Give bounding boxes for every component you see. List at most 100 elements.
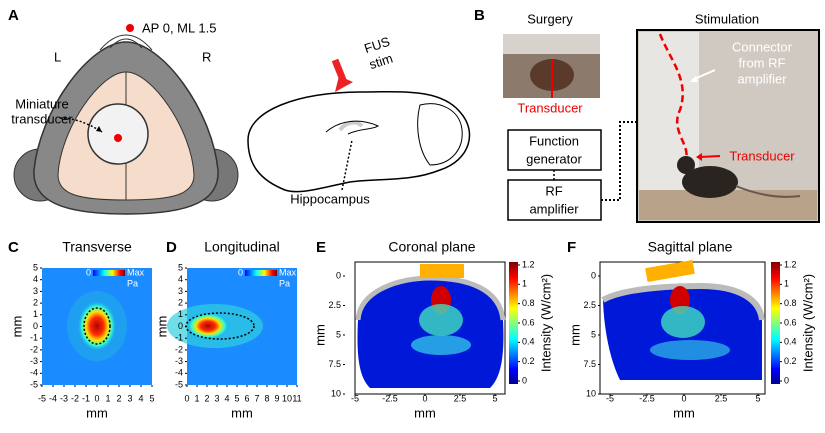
panel-title: Sagittal plane — [648, 239, 733, 255]
y-tick-label: 0 — [591, 270, 596, 280]
x-tick-label: -2.5 — [382, 393, 398, 403]
y-axis-label: mm — [154, 316, 169, 338]
stim-label: stim — [367, 50, 394, 72]
x-tick-label: 3 — [127, 393, 132, 403]
panel-title: Coronal plane — [388, 239, 475, 255]
colorbar-tick-label: 0.6 — [784, 317, 797, 327]
y-tick-label: -1 — [175, 333, 183, 343]
x-tick-label: 1 — [194, 393, 199, 403]
panel-label: C — [8, 239, 19, 256]
box-label: RF — [545, 183, 562, 198]
colorbar-label: Intensity (W/cm²) — [800, 274, 815, 372]
x-tick-label: -5 — [606, 393, 614, 403]
panel-label: B — [474, 7, 485, 24]
colorbar-tick-label: 0.2 — [784, 356, 797, 366]
x-axis-label: mm — [414, 405, 436, 420]
x-tick-label: 0 — [681, 393, 686, 403]
y-tick-label: -4 — [175, 368, 183, 378]
y-axis-label: mm — [567, 324, 582, 346]
surgery-photo — [503, 34, 600, 98]
side-label: R — [362, 261, 371, 276]
y-tick-label: 7.5 — [583, 359, 596, 369]
x-tick-label: 2.5 — [454, 393, 467, 403]
photo-title: Stimulation — [695, 11, 759, 26]
colorbar-tick-label: 0.4 — [784, 337, 797, 347]
panel-label: F — [567, 239, 576, 256]
x-tick-label: -5 — [351, 393, 359, 403]
x-tick-label: -1 — [82, 393, 90, 403]
colorbar-tick-label: 0.4 — [522, 337, 535, 347]
photo-label: Transducer — [729, 148, 795, 163]
y-tick-label: 1 — [33, 309, 38, 319]
colorbar-min: 0 — [86, 267, 91, 277]
x-tick-label: 9 — [274, 393, 279, 403]
x-tick-label: 5 — [149, 393, 154, 403]
x-tick-label: 1 — [105, 393, 110, 403]
x-axis-label: mm — [673, 405, 695, 420]
colorbar-tick-label: 1 — [784, 279, 789, 289]
y-tick-label: 7.5 — [328, 359, 341, 369]
y-tick-label: 2.5 — [328, 300, 341, 310]
x-tick-label: 2 — [116, 393, 121, 403]
heatmap-f — [599, 259, 766, 395]
x-axis-label: mm — [86, 405, 108, 420]
brain-drawing — [247, 58, 471, 193]
y-tick-label: 5 — [178, 262, 183, 272]
colorbar-tick-label: 0 — [522, 375, 527, 385]
box-label: generator — [526, 151, 582, 166]
colorbar-label: Intensity (W/cm²) — [538, 274, 553, 372]
colorbar — [771, 262, 780, 384]
y-tick-label: 4 — [178, 274, 183, 284]
photo-label: Connector — [732, 39, 793, 54]
x-tick-label: 11 — [292, 393, 301, 403]
region-label: Hippocampus — [290, 191, 370, 206]
colorbar-min: 0 — [238, 267, 243, 277]
x-tick-label: 3 — [214, 393, 219, 403]
y-tick-label: 2.5 — [583, 300, 596, 310]
photo-label: from RF — [739, 55, 786, 70]
colorbar-max: Max — [279, 267, 297, 277]
y-tick-label: 5 — [336, 329, 341, 339]
x-tick-label: 5 — [492, 393, 497, 403]
y-tick-label: 3 — [33, 286, 38, 296]
head-drawing — [13, 34, 239, 215]
y-tick-label: -5 — [175, 379, 183, 389]
y-tick-label: 0 — [33, 321, 38, 331]
x-tick-label: 4 — [138, 393, 143, 403]
x-tick-label: -5 — [38, 393, 46, 403]
side-label: L — [54, 49, 61, 64]
y-tick-label: 5 — [33, 262, 38, 272]
side-label: L — [490, 261, 497, 276]
y-tick-label: -2 — [30, 344, 38, 354]
x-tick-label: 0 — [422, 393, 427, 403]
y-tick-label: 4 — [33, 274, 38, 284]
x-tick-label: 0 — [184, 393, 189, 403]
x-tick-label: 7 — [254, 393, 259, 403]
colorbar-tick-label: 1 — [522, 279, 527, 289]
x-tick-label: 5 — [755, 393, 760, 403]
colorbar-tick-label: 0.8 — [784, 298, 797, 308]
box-label: Function — [529, 133, 579, 148]
y-tick-label: 10 — [331, 388, 341, 398]
colorbar-unit: Pa — [279, 278, 290, 288]
panel-title: Transverse — [62, 239, 132, 255]
x-tick-label: -4 — [49, 393, 57, 403]
colorbar-tick-label: 1.2 — [522, 259, 535, 269]
box — [507, 179, 602, 221]
y-axis-label: mm — [312, 324, 327, 346]
panel-label: D — [166, 239, 177, 256]
x-tick-label: 6 — [244, 393, 249, 403]
heatmap-e — [354, 261, 506, 395]
y-tick-label: -1 — [30, 333, 38, 343]
y-axis-label: mm — [9, 316, 24, 338]
colorbar-tick-label: 0.2 — [522, 356, 535, 366]
photo-label: amplifier — [737, 71, 787, 86]
x-tick-label: 8 — [264, 393, 269, 403]
heatmap-c — [42, 268, 152, 385]
y-tick-label: -3 — [30, 356, 38, 366]
y-tick-label: 0 — [336, 270, 341, 280]
colorbar-tick-label: 0 — [784, 375, 789, 385]
y-tick-label: 2 — [178, 297, 183, 307]
colorbar-tick-label: 1.2 — [784, 259, 797, 269]
